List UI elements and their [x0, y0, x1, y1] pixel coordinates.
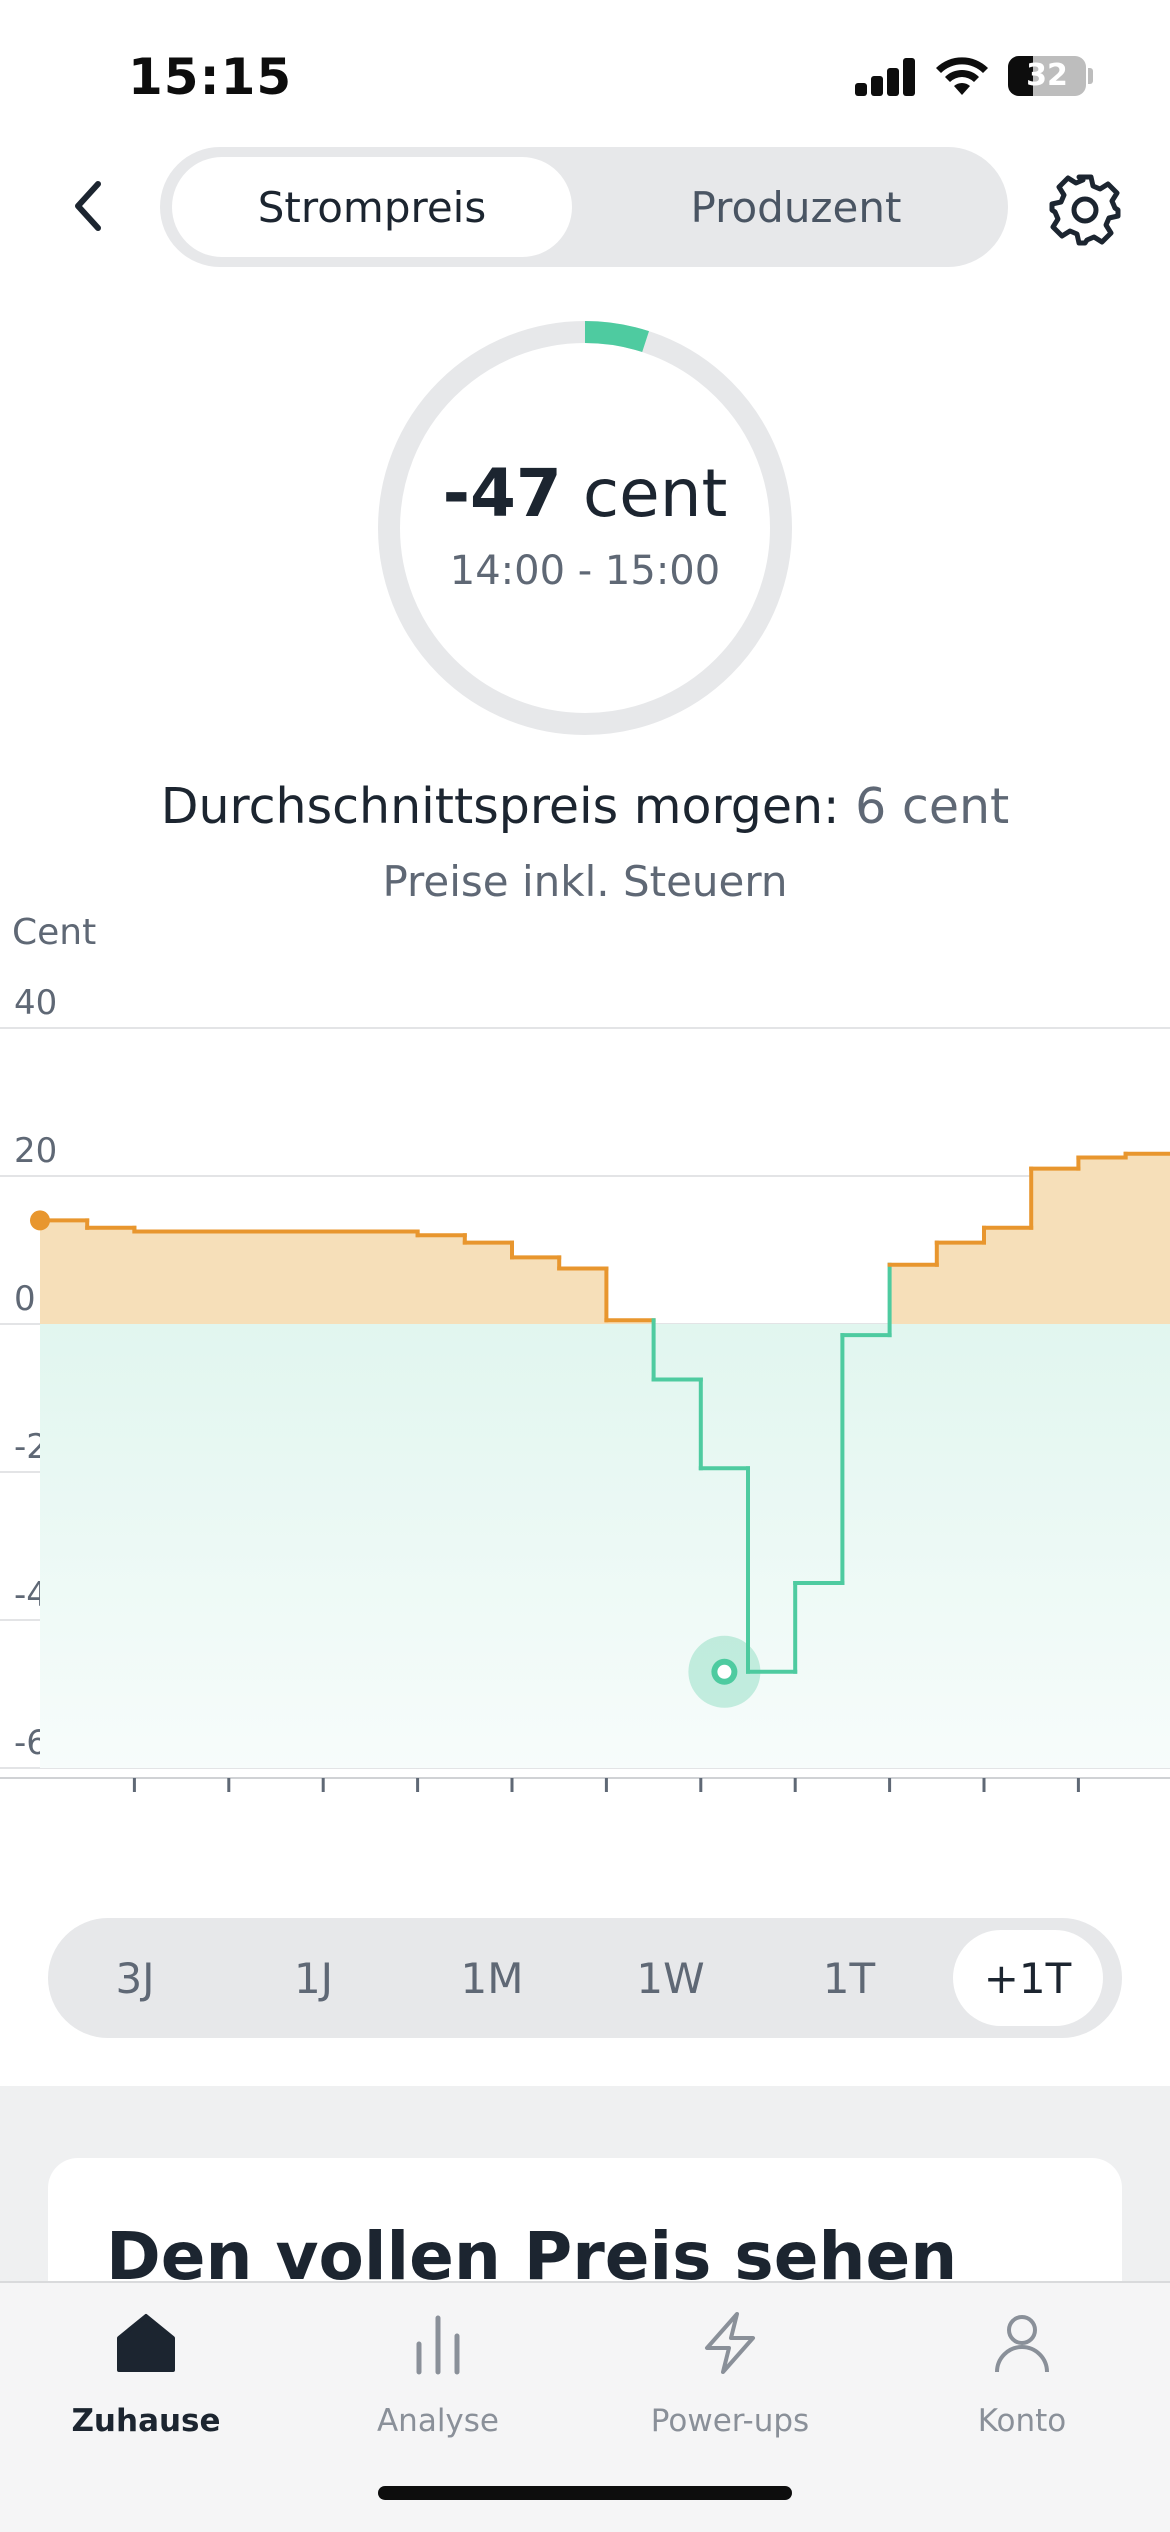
average-price-value: 6 cent	[855, 778, 1010, 835]
tab-strompreis[interactable]: Strompreis	[172, 157, 572, 257]
user-icon	[982, 2303, 1062, 2383]
tax-note: Preise inkl. Steuern	[382, 857, 788, 906]
chart-y-unit: Cent	[12, 912, 97, 953]
time-range-selector: 3J 1J 1M 1W 1T +1T	[48, 1918, 1122, 2038]
range-option-1m[interactable]: 1M	[460, 1953, 524, 2003]
tab-konto[interactable]: Konto	[876, 2303, 1168, 2453]
y-tick-label: 0	[14, 1279, 36, 1319]
mode-segmented-control: Strompreis Produzent	[160, 147, 1008, 267]
range-option-1j[interactable]: 1J	[293, 1953, 334, 2003]
price-gauge	[378, 321, 792, 735]
bar-chart-icon	[398, 2303, 478, 2383]
range-option-3j[interactable]: 3J	[115, 1953, 155, 2003]
battery-level	[1008, 56, 1033, 96]
current-period: 14:00 - 15:00	[449, 548, 721, 594]
settings-button[interactable]	[1045, 170, 1125, 250]
current-price-unit: cent	[582, 455, 728, 532]
tab-label: Power-ups	[650, 2403, 810, 2439]
positive-area-fill	[40, 1153, 1170, 1324]
current-price: -47 cent	[375, 455, 795, 532]
tab-power-ups[interactable]: Power-ups	[584, 2303, 876, 2453]
average-price-label: Durchschnittspreis morgen:	[160, 778, 840, 835]
current-price-value: -47	[442, 455, 562, 532]
battery-icon: 32	[1008, 56, 1086, 96]
lightning-icon	[690, 2303, 770, 2383]
start-point	[30, 1210, 50, 1231]
cellular-signal-icon	[855, 58, 917, 96]
status-time: 15:15	[128, 48, 293, 106]
y-tick-label: 20	[14, 1131, 57, 1171]
tab-label: Zuhause	[71, 2403, 221, 2439]
status-bar: 15:15 32	[0, 0, 1170, 150]
range-option-1w[interactable]: 1W	[636, 1953, 705, 2003]
tab-analyse[interactable]: Analyse	[292, 2303, 584, 2453]
home-indicator	[378, 2486, 792, 2500]
range-option-plus-1t[interactable]: +1T	[952, 1930, 1103, 2026]
average-price: Durchschnittspreis morgen: 6 cent	[0, 778, 1170, 835]
wifi-icon	[936, 57, 988, 95]
range-option-1t[interactable]: 1T	[822, 1953, 876, 2003]
tab-zuhause[interactable]: Zuhause	[0, 2303, 292, 2453]
chevron-left-icon	[75, 181, 101, 231]
home-icon	[106, 2303, 186, 2383]
battery-tip	[1088, 68, 1093, 84]
negative-area-fill	[40, 1324, 1170, 1768]
gauge-progress-arc	[584, 321, 649, 353]
y-tick-label: 40	[14, 983, 57, 1023]
back-button[interactable]	[52, 170, 124, 242]
tab-produzent[interactable]: Produzent	[690, 182, 902, 232]
gear-icon	[1049, 174, 1121, 246]
tab-label: Analyse	[376, 2403, 500, 2439]
tab-label: Konto	[977, 2403, 1067, 2439]
selected-marker-center	[717, 1664, 732, 1679]
battery-percentage: 32	[1026, 58, 1068, 93]
